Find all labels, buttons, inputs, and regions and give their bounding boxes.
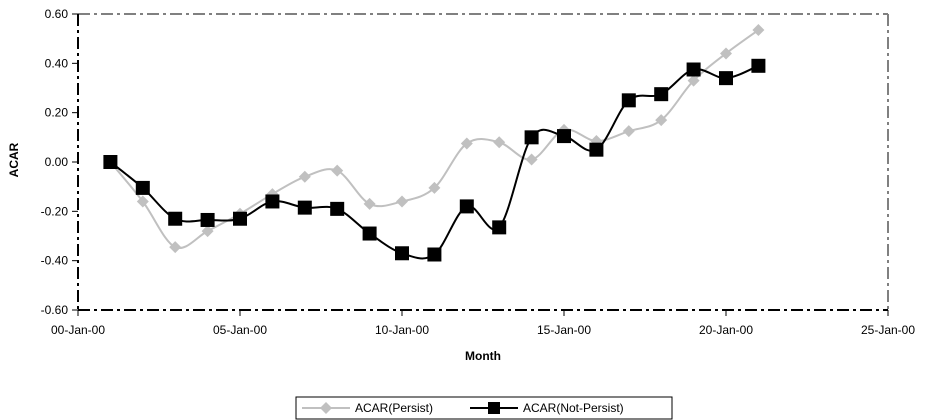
- data-point-persist: [752, 24, 765, 37]
- y-tick-label: 0.40: [45, 56, 69, 70]
- data-point-not-persist: [589, 142, 604, 157]
- data-point-persist: [655, 114, 668, 127]
- data-point-not-persist: [297, 200, 312, 215]
- y-tick-label: 0.60: [45, 7, 69, 21]
- data-point-persist: [622, 125, 635, 138]
- data-point-persist: [428, 181, 441, 194]
- legend-marker-not-persist: [488, 402, 500, 414]
- x-tick-label: 25-Jan-00: [861, 323, 915, 337]
- legend-label-not-persist: ACAR(Not-Persist): [523, 401, 624, 415]
- x-axis-title: Month: [465, 349, 501, 363]
- data-point-not-persist: [492, 220, 507, 235]
- data-point-not-persist: [427, 247, 442, 262]
- data-point-not-persist: [330, 201, 345, 216]
- x-tick-label: 05-Jan-00: [213, 323, 267, 337]
- data-point-not-persist: [751, 58, 766, 73]
- x-tick-label: 20-Jan-00: [699, 323, 753, 337]
- data-point-not-persist: [524, 130, 539, 145]
- data-point-not-persist: [200, 212, 215, 227]
- data-point-persist: [493, 136, 506, 149]
- data-point-not-persist: [362, 226, 377, 241]
- data-point-persist: [525, 153, 538, 166]
- data-point-persist: [720, 47, 732, 60]
- data-point-not-persist: [395, 246, 409, 261]
- legend: ACAR(Persist) ACAR(Not-Persist): [295, 396, 673, 420]
- data-point-not-persist: [557, 129, 571, 144]
- series-layer: [103, 24, 766, 262]
- data-point-not-persist: [233, 211, 247, 226]
- y-tick-label: 0.00: [45, 155, 69, 169]
- y-axis-title: ACAR: [7, 142, 21, 177]
- x-axis-ticks: 00-Jan-00 05-Jan-00 10-Jan-00 15-Jan-00 20-J…: [51, 310, 915, 337]
- data-point-persist: [687, 74, 700, 87]
- data-point-persist: [169, 241, 182, 254]
- data-point-persist: [201, 225, 214, 238]
- data-point-not-persist: [168, 211, 183, 226]
- data-point-persist: [331, 164, 344, 177]
- data-point-not-persist: [103, 155, 118, 169]
- data-point-not-persist: [686, 62, 701, 77]
- legend-label-persist: ACAR(Persist): [355, 401, 433, 415]
- data-point-not-persist: [265, 194, 280, 209]
- x-tick-label: 10-Jan-00: [375, 323, 429, 337]
- data-point-not-persist: [719, 71, 733, 86]
- y-axis-ticks: -0.60 -0.40 -0.20 0.00 0.20 0.40 0.60: [41, 7, 78, 317]
- data-point-persist: [298, 170, 311, 183]
- data-point-not-persist: [621, 93, 636, 108]
- legend-marker-persist: [320, 402, 332, 414]
- y-tick-label: -0.40: [41, 254, 69, 268]
- data-point-not-persist: [459, 199, 474, 214]
- data-point-not-persist: [135, 180, 150, 195]
- y-tick-label: -0.20: [41, 204, 69, 218]
- x-tick-label: 15-Jan-00: [537, 323, 591, 337]
- data-point-persist: [363, 197, 376, 210]
- data-point-persist: [136, 195, 149, 208]
- y-tick-label: 0.20: [45, 106, 69, 120]
- x-tick-label: 00-Jan-00: [51, 323, 105, 337]
- data-point-persist: [460, 137, 473, 150]
- y-tick-label: -0.60: [41, 303, 69, 317]
- plot-area-frame: [77, 13, 889, 311]
- data-point-persist: [396, 195, 408, 208]
- data-point-not-persist: [654, 87, 669, 102]
